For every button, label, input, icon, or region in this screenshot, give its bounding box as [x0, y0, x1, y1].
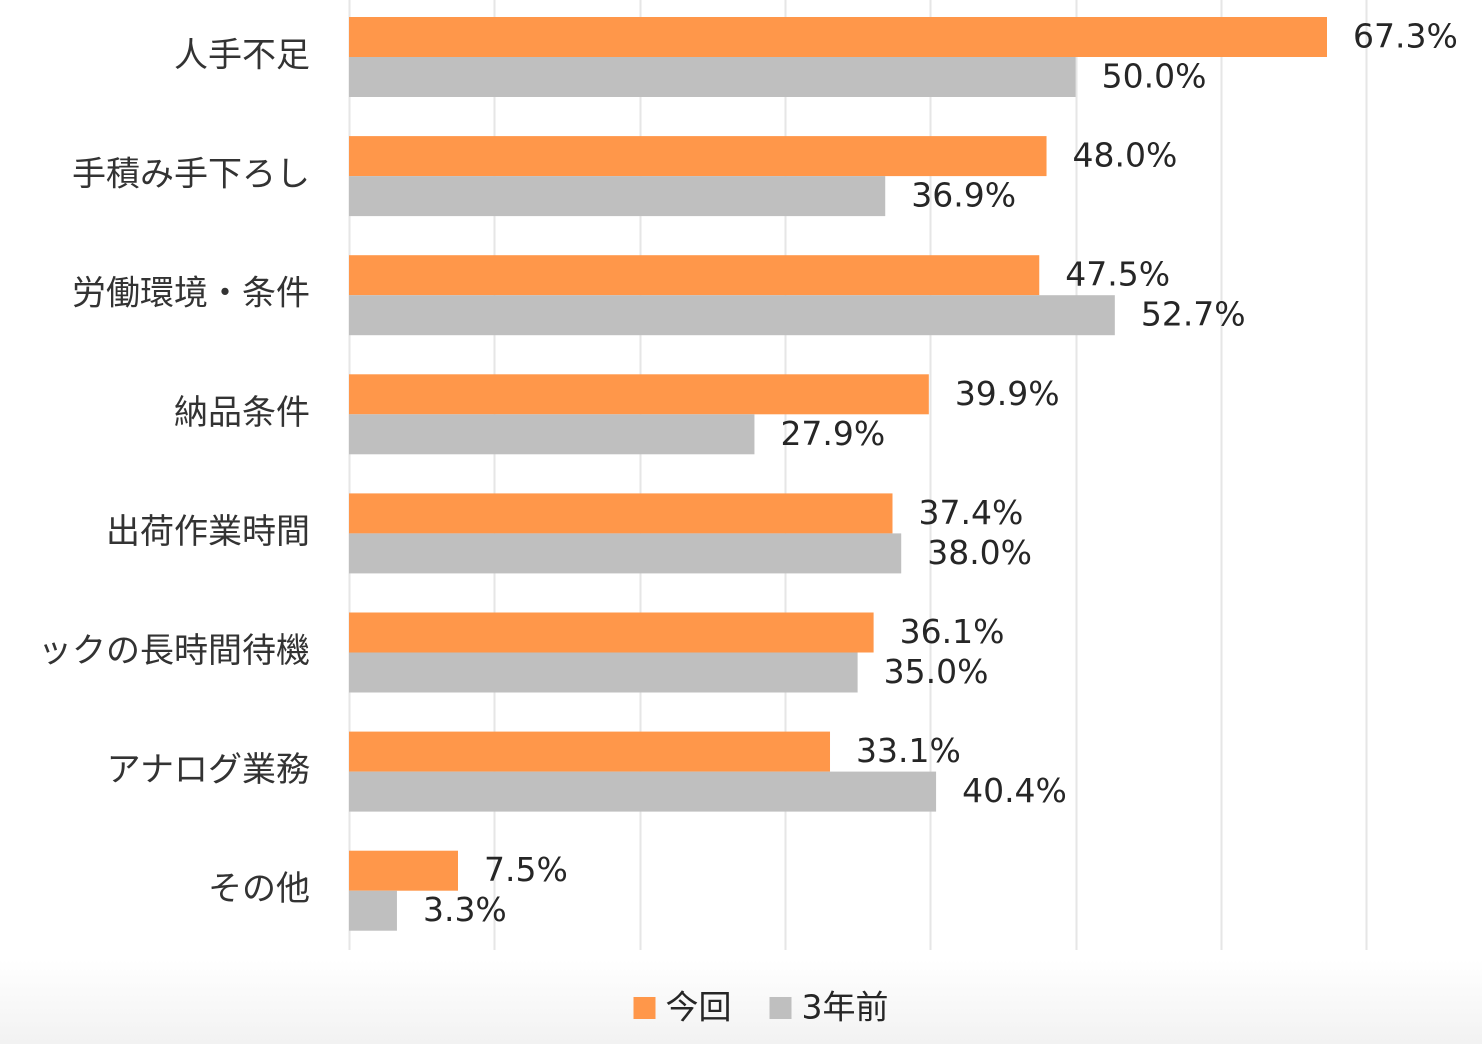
legend: 今回 3年前 — [633, 988, 889, 1027]
bars — [349, 17, 1327, 931]
data-label: 52.7% — [1141, 295, 1246, 334]
legend-label: 3年前 — [802, 988, 889, 1027]
bar-3-years-ago — [349, 771, 937, 812]
bar-3-years-ago — [349, 652, 858, 693]
bar-3-years-ago — [349, 295, 1115, 336]
bar-current — [349, 136, 1047, 177]
data-label: 35.0% — [884, 652, 989, 691]
data-label: 39.9% — [955, 374, 1060, 413]
bar-current — [349, 731, 831, 772]
category-label: 労働環境・条件 — [72, 274, 310, 314]
category-label: アナログ業務 — [107, 750, 310, 790]
data-label: 40.4% — [962, 771, 1067, 810]
data-label: 50.0% — [1102, 57, 1207, 96]
bar-current — [349, 493, 893, 534]
data-label: 47.5% — [1065, 255, 1170, 294]
category-label: 出荷作業時間 — [106, 512, 310, 552]
bar-3-years-ago — [349, 414, 755, 455]
bar-current — [349, 17, 1327, 57]
bar-current — [349, 255, 1040, 296]
bar-3-years-ago — [349, 57, 1076, 97]
data-label: 36.9% — [911, 176, 1016, 215]
data-label: 37.4% — [918, 493, 1023, 532]
bar-3-years-ago — [349, 890, 397, 931]
legend-label: 今回 — [666, 988, 732, 1027]
data-label: 67.3% — [1353, 17, 1458, 56]
category-label: 納品条件 — [174, 393, 310, 433]
bottom-background — [0, 960, 1482, 1044]
category-labels: 人手不足手積み手下ろし労働環境・条件納品条件出荷作業時間ックの長時間待機アナログ… — [38, 36, 310, 910]
category-label: 手積み手下ろし — [72, 155, 310, 195]
bar-current — [349, 374, 929, 415]
bar-current — [349, 612, 874, 653]
legend-swatch — [633, 997, 656, 1019]
bar-3-years-ago — [349, 533, 902, 574]
data-label: 33.1% — [856, 731, 961, 770]
data-label: 38.0% — [927, 533, 1032, 572]
category-label: 人手不足 — [174, 36, 310, 76]
data-label: 36.1% — [900, 612, 1005, 651]
data-label: 3.3% — [423, 890, 507, 929]
data-label: 48.0% — [1073, 136, 1178, 175]
bar-current — [349, 850, 458, 891]
legend-swatch — [769, 997, 792, 1019]
data-label: 27.9% — [780, 414, 885, 453]
category-label: ックの長時間待機 — [38, 631, 310, 671]
bar-3-years-ago — [349, 176, 886, 217]
category-label: その他 — [208, 869, 310, 909]
data-label: 7.5% — [484, 850, 568, 889]
value-labels: 67.3% 50.0% 48.0% 36.9% 47.5%52.7% 39.9% 27.9%… — [423, 17, 1458, 930]
